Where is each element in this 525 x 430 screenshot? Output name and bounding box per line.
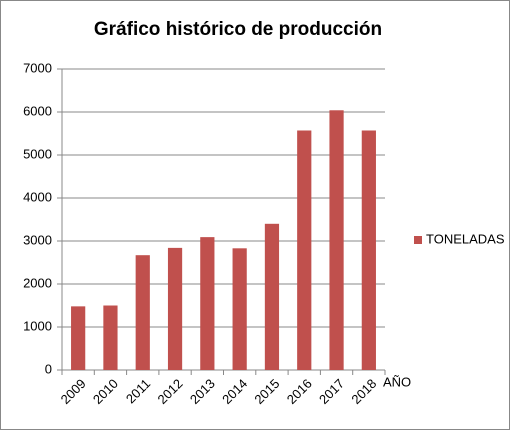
bar: [167, 247, 183, 370]
bar: [297, 130, 312, 370]
bar: [103, 305, 118, 370]
y-tick-label: 6000: [23, 103, 52, 118]
chart-border: [0, 0, 510, 430]
bar: [71, 306, 86, 370]
y-tick-label: 4000: [23, 189, 52, 204]
bar: [264, 223, 280, 370]
y-tick-label: 1000: [23, 318, 52, 333]
y-tick-label: 3000: [23, 232, 52, 247]
bar: [135, 255, 150, 370]
bar: [361, 130, 376, 370]
y-tick-label: 5000: [23, 146, 52, 161]
x-axis-label: AÑO: [383, 374, 411, 389]
bar: [329, 110, 344, 370]
legend-label: TONELADAS: [426, 231, 505, 246]
y-tick-label: 7000: [23, 60, 52, 75]
legend-swatch: [414, 236, 422, 244]
y-tick-label: 2000: [23, 275, 52, 290]
y-tick-label: 0: [45, 361, 52, 376]
chart-title: Gráfico histórico de producción: [94, 19, 382, 40]
bar: [232, 248, 247, 370]
bar: [200, 237, 215, 370]
